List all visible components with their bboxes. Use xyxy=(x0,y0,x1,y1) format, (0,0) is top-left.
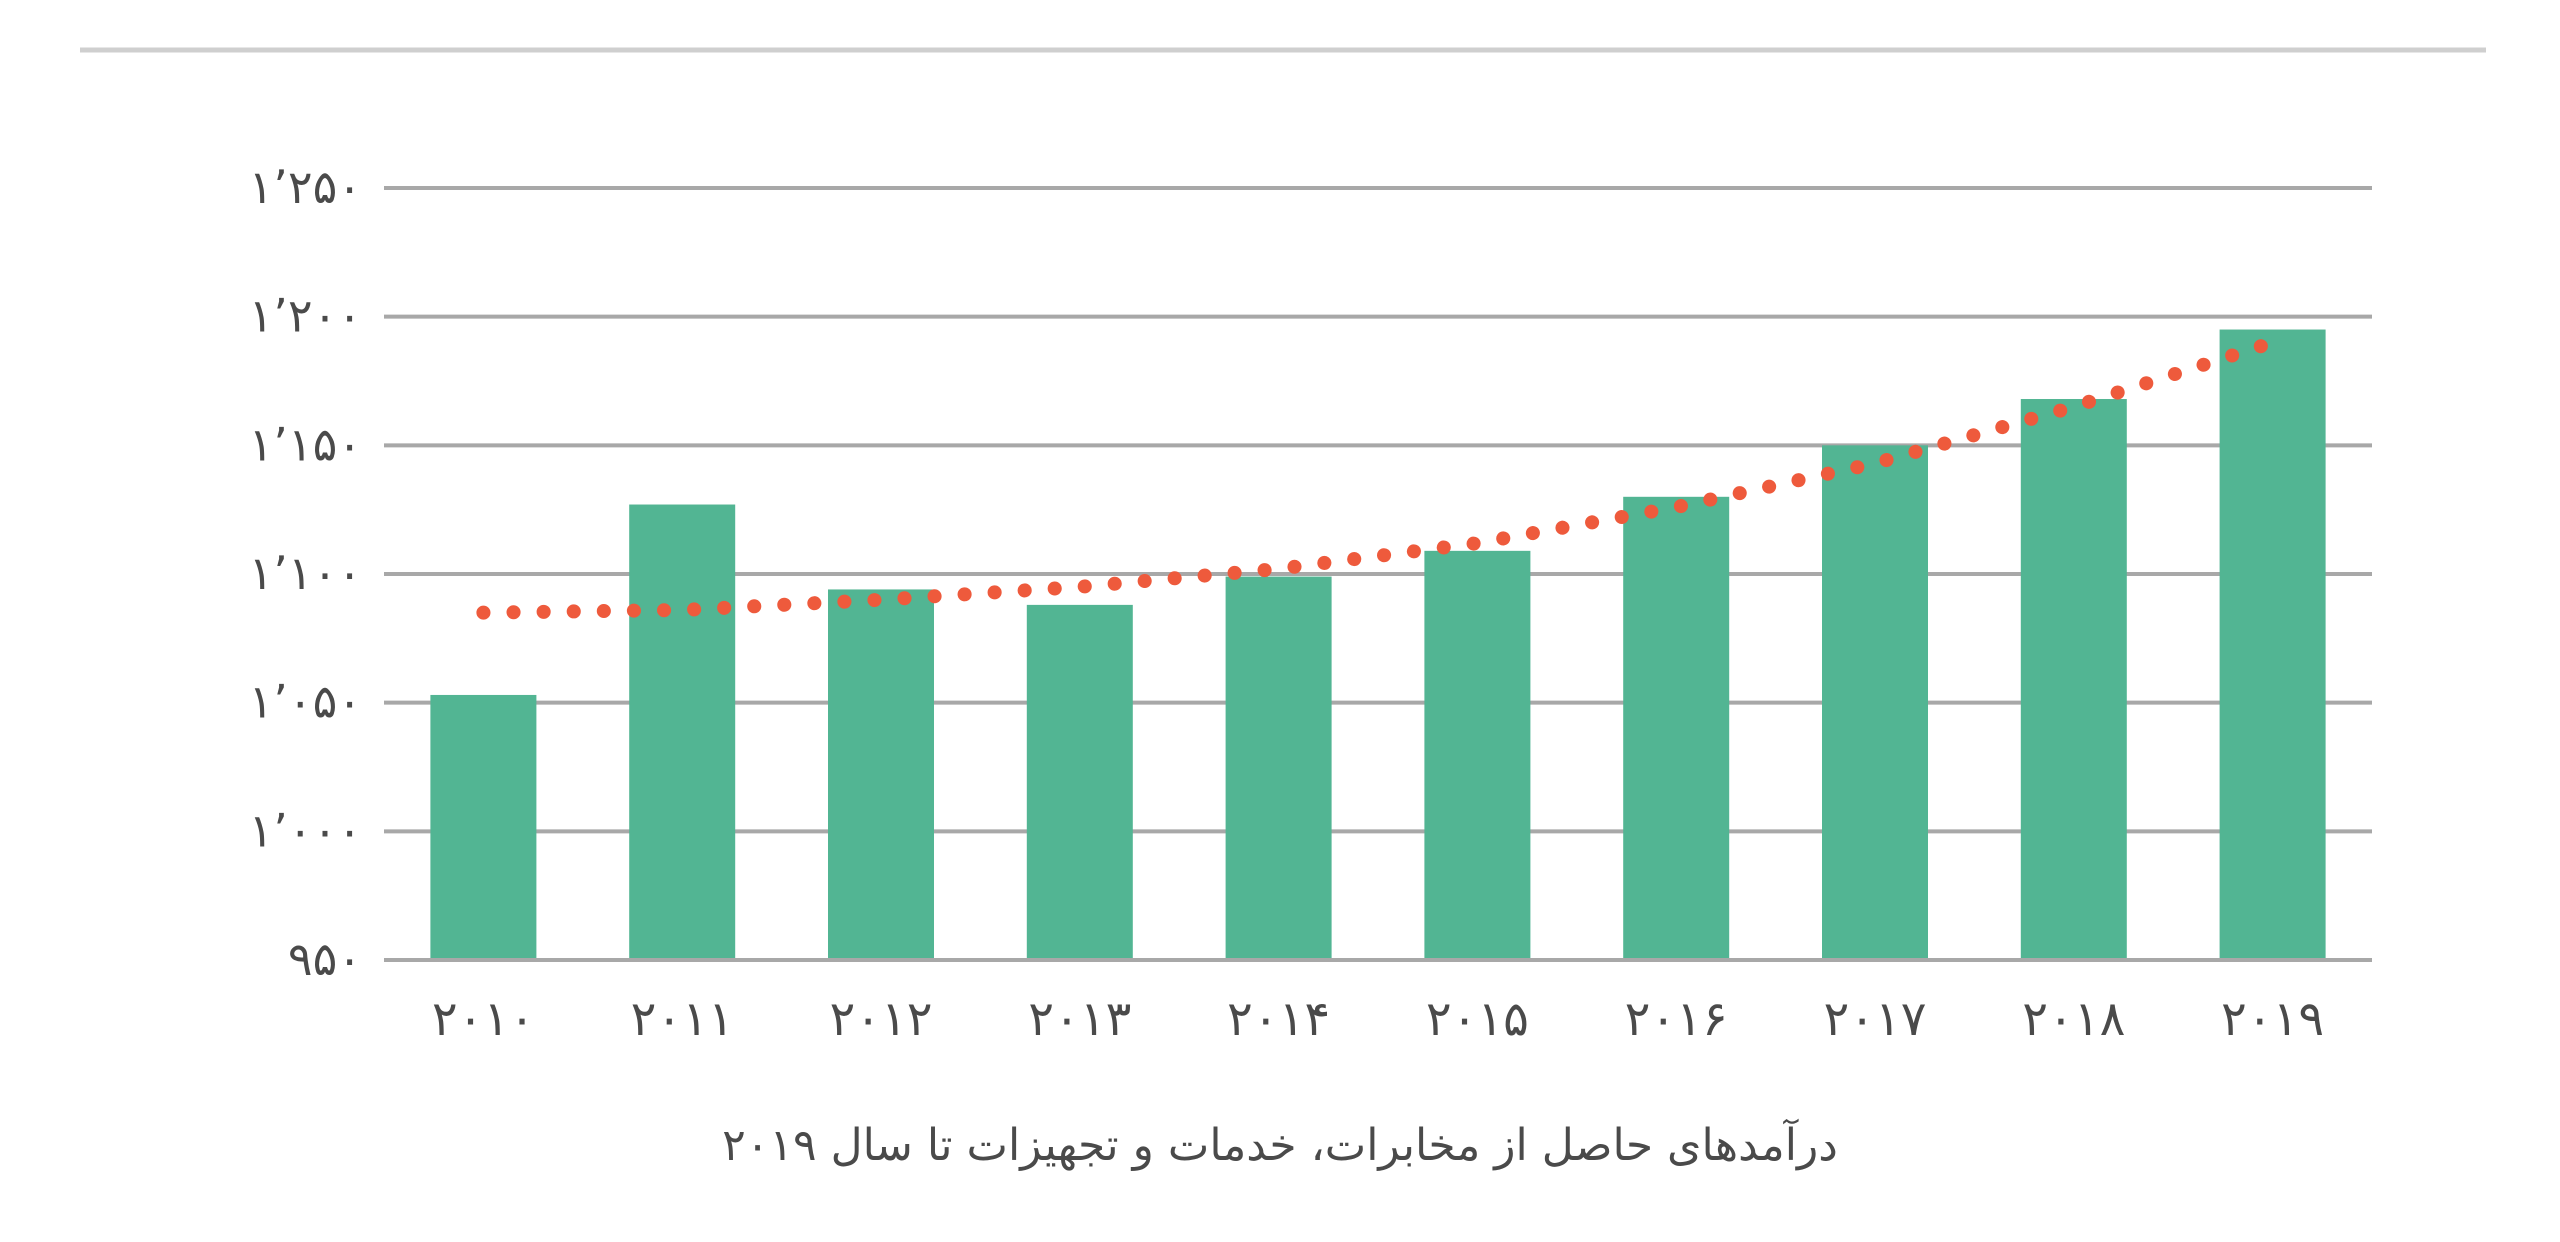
bar xyxy=(1424,550,1531,960)
x-tick-label: ۲۰۱۸ xyxy=(2022,991,2125,1047)
x-tick-label: ۲۰۱۲ xyxy=(829,991,932,1047)
y-tick-label: ۱٬۱۰۰ xyxy=(249,546,362,600)
x-tick-label: ۲۰۱۰ xyxy=(432,991,535,1047)
y-tick-label: ۱٬۲۰۰ xyxy=(249,289,362,343)
bar xyxy=(1026,604,1133,960)
y-tick-label: ۱٬۲۵۰ xyxy=(249,160,362,214)
bar xyxy=(1225,576,1332,960)
bar xyxy=(828,589,934,960)
y-tick-label: ۱٬۰۰۰ xyxy=(249,803,362,857)
x-tick-label: ۲۰۱۶ xyxy=(1625,991,1728,1047)
x-tick-label: ۲۰۱۵ xyxy=(1426,991,1529,1047)
x-tick-label: ۲۰۱۳ xyxy=(1028,991,1131,1047)
bar xyxy=(1822,445,1928,960)
bars xyxy=(384,329,2372,962)
x-tick-label: ۲۰۱۹ xyxy=(2221,991,2324,1047)
y-tick-label: ۹۵۰ xyxy=(288,932,362,986)
bar xyxy=(2219,329,2326,960)
x-tick-label: ۲۰۱۷ xyxy=(1823,991,1926,1047)
bar xyxy=(1623,496,1730,960)
x-tick-label: ۲۰۱۴ xyxy=(1227,991,1330,1047)
y-tick-label: ۱٬۱۵۰ xyxy=(249,417,362,471)
bar xyxy=(629,504,736,960)
chart-title: درآمدهای حاصل از مخابرات، خدمات و تجهیزا… xyxy=(722,1120,1838,1171)
x-tick-label: ۲۰۱۱ xyxy=(631,991,734,1047)
y-tick-label: ۱٬۰۵۰ xyxy=(249,675,362,729)
trendline-path xyxy=(476,335,2280,620)
bar xyxy=(2020,399,2127,961)
y-axis-ticks: ۹۵۰ ۱٬۰۰۰ ۱٬۰۵۰ ۱٬۱۰۰ ۱٬۱۵۰ ۱٬۲۰۰ ۱٬۲۵۰ xyxy=(249,160,362,986)
x-axis-ticks: ۲۰۱۰ ۲۰۱۱ ۲۰۱۲ ۲۰۱۳ ۲۰۱۴ ۲۰۱۵ ۲۰۱۶ ۲۰۱۷ ۲۰۱۸ ۲۰۱۹ xyxy=(432,991,2324,1047)
bar xyxy=(430,694,537,960)
trendline xyxy=(476,335,2280,620)
